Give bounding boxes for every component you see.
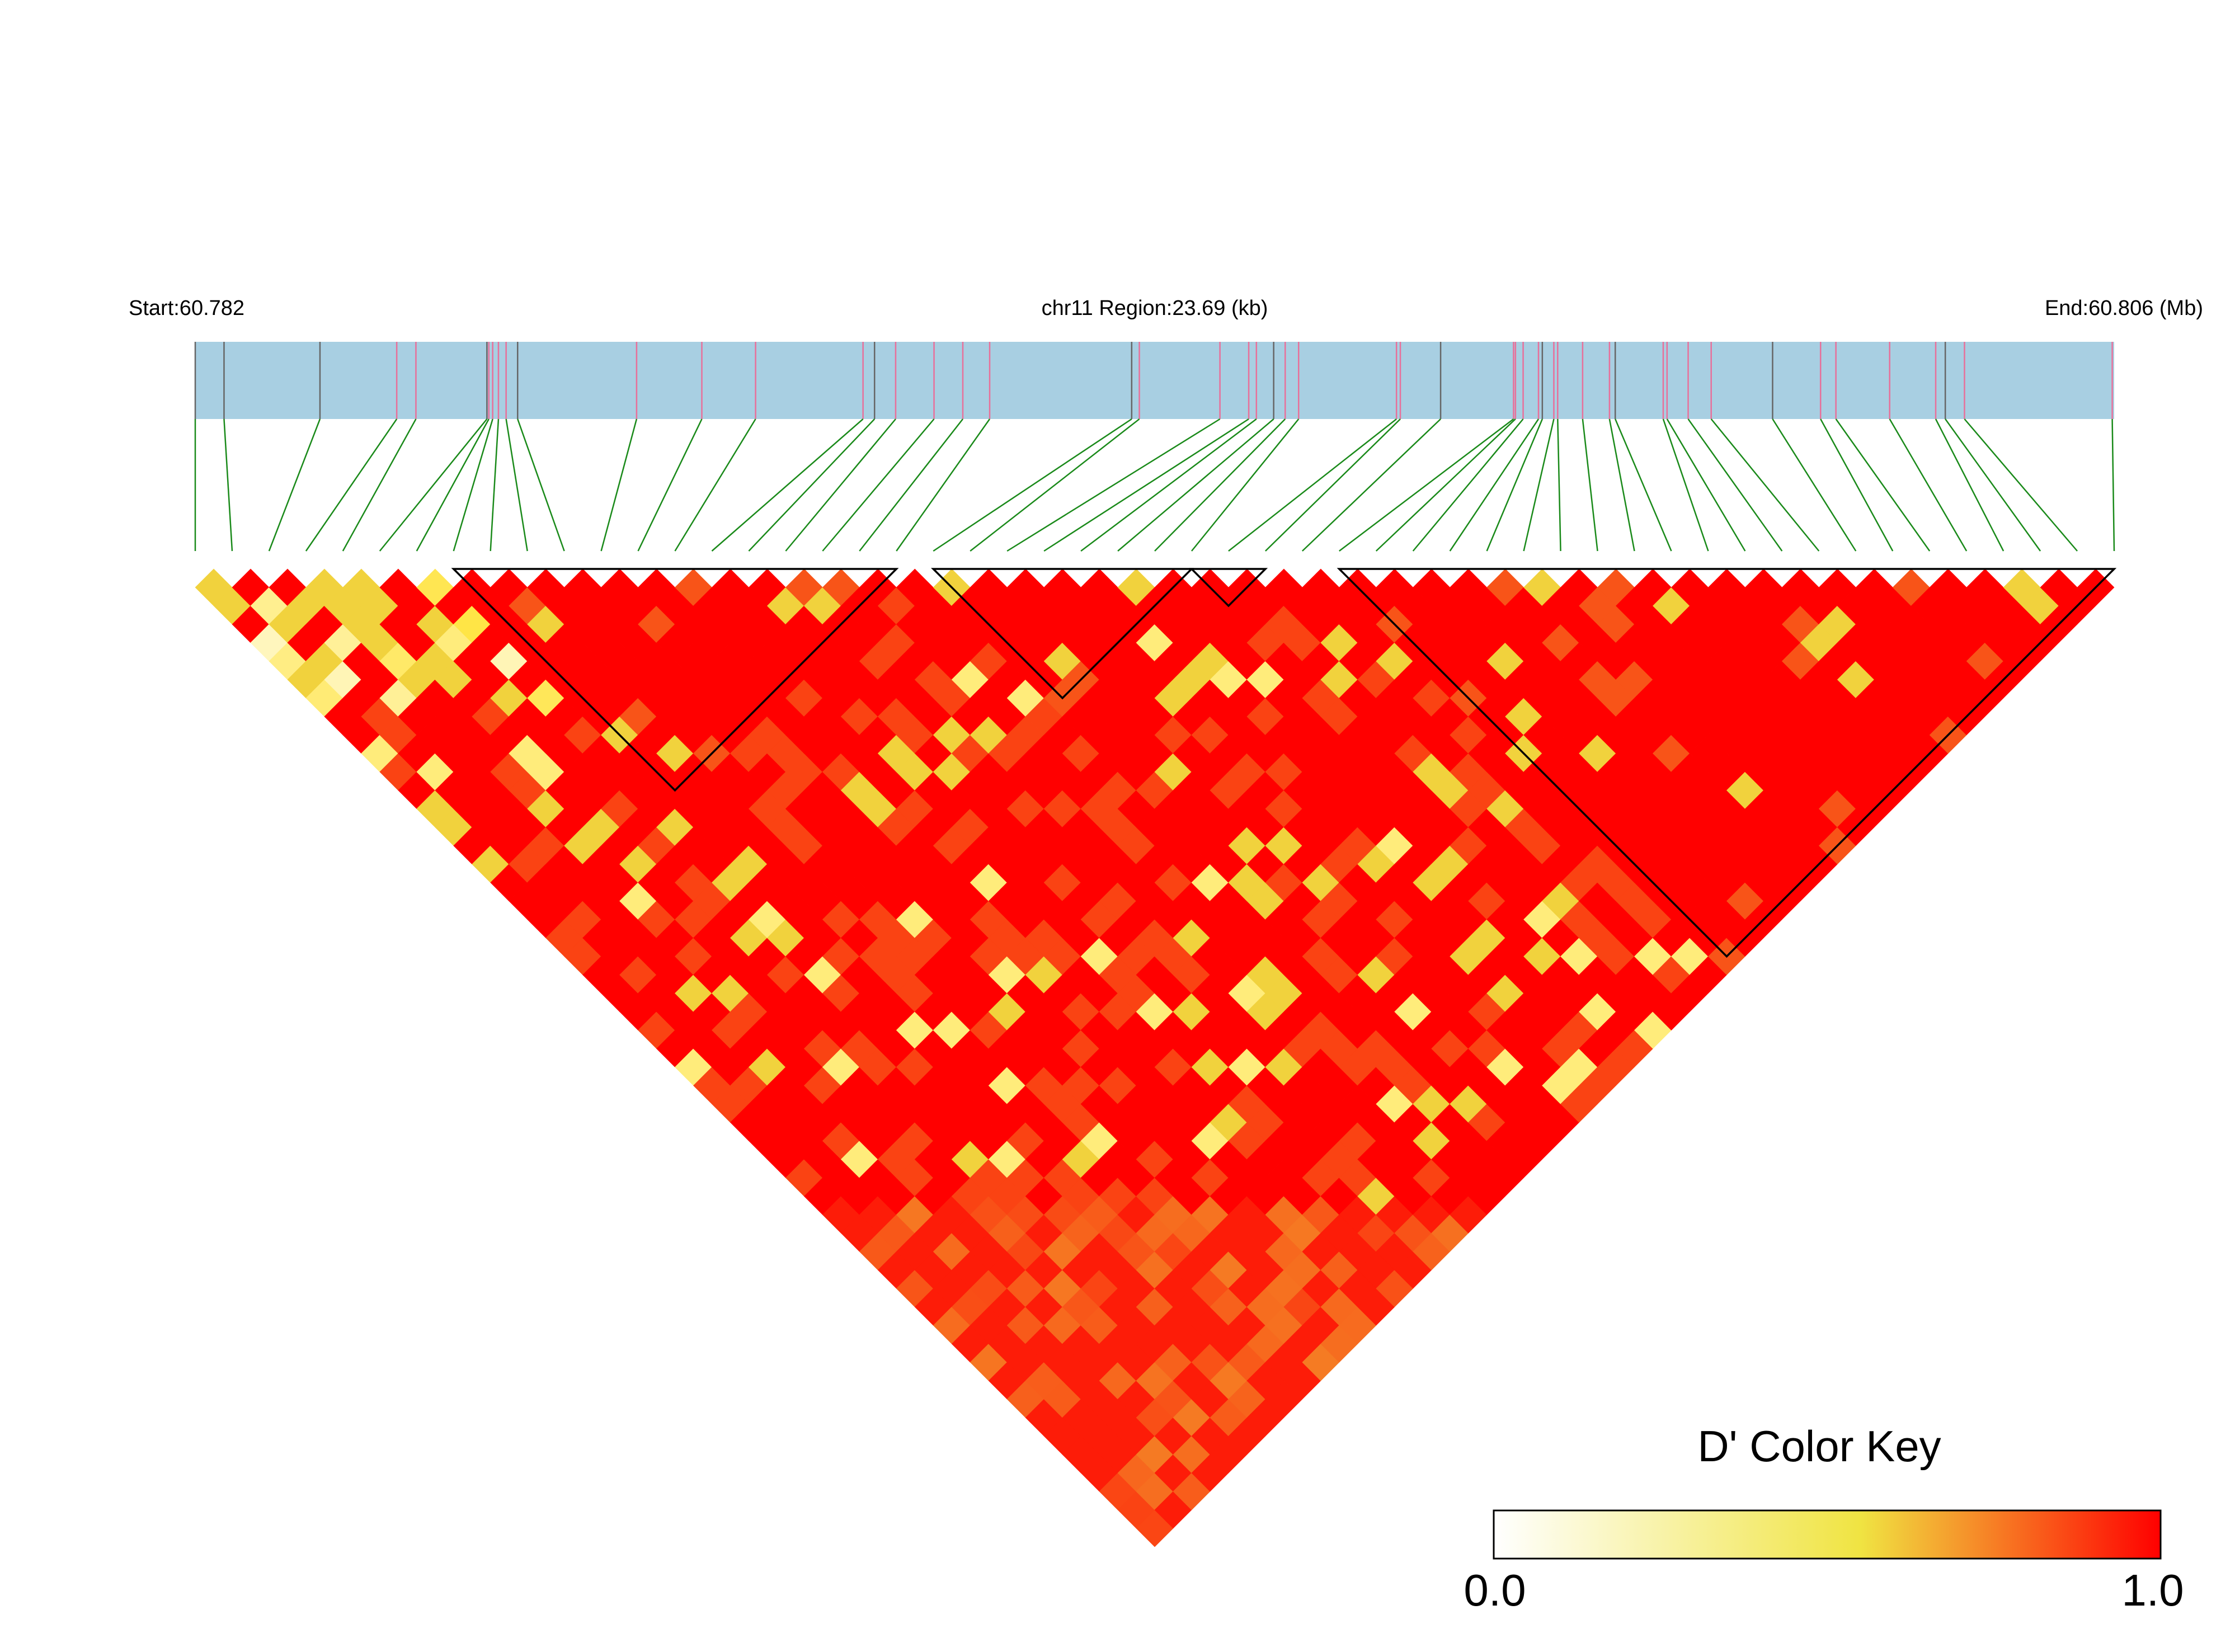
snp-connector-26 [1117, 418, 1274, 552]
snp-connector-19 [859, 418, 963, 552]
chromosome-track-bar [195, 342, 2114, 419]
snp-connector-3 [268, 418, 321, 552]
snp-connector-16 [748, 418, 876, 552]
snp-connector-24 [1043, 418, 1249, 552]
snp-connector-15 [711, 418, 864, 552]
snp-connector-42 [1662, 418, 1709, 552]
snp-connector-28 [1191, 418, 1300, 552]
snp-connector-29 [1228, 418, 1397, 552]
snp-connector-9 [490, 418, 500, 552]
color-key-title: D' Color Key [1697, 1422, 1941, 1471]
snp-connector-27 [1154, 418, 1286, 552]
snp-connector-11 [517, 418, 565, 552]
snp-connector-46 [1772, 418, 1857, 552]
snp-connector-51 [1945, 418, 2041, 552]
color-key-max-label: 1.0 [2121, 1565, 2184, 1615]
snp-connector-47 [1820, 418, 1894, 552]
haplotype-block-4 [1337, 568, 2117, 958]
snp-connector-52 [1964, 418, 2078, 552]
snp-connector-17 [785, 418, 896, 552]
region-label: chr11 Region:23.69 (kb) [1042, 296, 1268, 320]
haplotype-block-outlines [451, 568, 2117, 958]
end-position-label: End:60.806 (Mb) [2045, 296, 2203, 320]
snp-connector-30 [1265, 418, 1401, 552]
snp-connector-25 [1080, 418, 1257, 552]
snp-connector-37 [1523, 418, 1555, 552]
snp-connector-31 [1301, 418, 1441, 552]
snp-connector-41 [1615, 418, 1672, 552]
snp-connector-20 [896, 418, 991, 552]
snp-connector-5 [342, 418, 417, 552]
snp-connector-22 [970, 418, 1140, 552]
color-key-bar [1493, 1509, 2162, 1560]
snp-connector-32 [1339, 418, 1514, 552]
color-key-min-label: 0.0 [1464, 1565, 1526, 1615]
snp-connector-7 [416, 418, 490, 552]
haplotype-block-1 [451, 568, 899, 792]
snp-connector-13 [637, 418, 703, 552]
snp-connector-4 [305, 418, 398, 552]
snp-connector-2 [223, 418, 233, 552]
snp-position-ticks [194, 342, 2113, 419]
snp-connector-8 [453, 418, 493, 552]
snp-connector-50 [1935, 418, 2005, 552]
snp-connector-36 [1486, 418, 1544, 552]
snp-connector-18 [822, 418, 935, 552]
haplotype-block-2 [931, 568, 1194, 700]
ld-cells [195, 568, 2115, 1547]
start-position-label: Start:60.782 [129, 296, 244, 320]
snp-connector-39 [1582, 418, 1598, 552]
snp-connector-38 [1557, 418, 1561, 552]
snp-connector-53 [2111, 418, 2115, 552]
haplotype-block-3 [1189, 568, 1268, 608]
snp-connector-40 [1608, 418, 1635, 552]
snp-connector-21 [933, 418, 1132, 552]
snp-connector-33 [1375, 418, 1516, 552]
color-key-legend: D' Color Key 0.0 1.0 [1464, 1422, 2184, 1615]
snp-connector-45 [1710, 418, 1820, 552]
snp-connector-12 [600, 418, 638, 552]
snp-connector-lines [194, 418, 2115, 552]
snp-connector-48 [1835, 418, 1931, 552]
snp-connector-44 [1687, 418, 1783, 552]
snp-connector-35 [1449, 418, 1540, 552]
snp-connector-49 [1889, 418, 1968, 552]
snp-connector-14 [674, 418, 756, 552]
snp-connector-10 [505, 418, 528, 552]
snp-connector-34 [1412, 418, 1524, 552]
snp-connector-43 [1666, 418, 1746, 552]
snp-connector-23 [1006, 418, 1221, 552]
region-header: Start:60.782 chr11 Region:23.69 (kb) End… [129, 296, 2203, 320]
snp-connector-6 [379, 418, 488, 552]
